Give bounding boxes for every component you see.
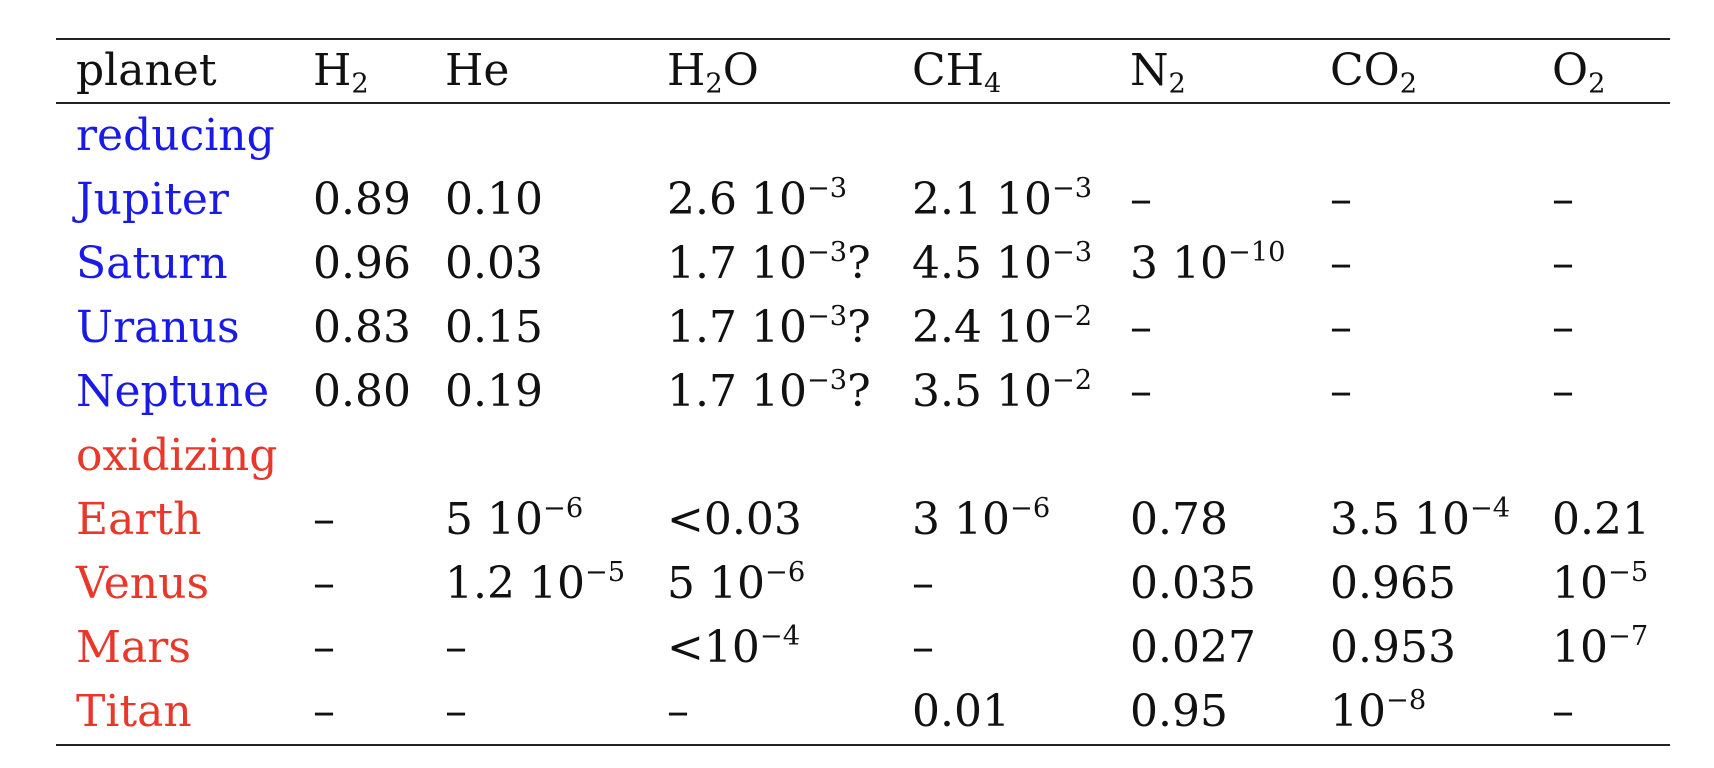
header-o2: O2 — [1552, 45, 1606, 100]
table-row: Venus – 1.2 10−5 5 10−6 – 0.035 0.965 10… — [56, 552, 1670, 616]
cell-h2o: <10−4 — [667, 621, 801, 673]
cell-ch4: 3.5 10−2 — [912, 365, 1093, 417]
group-row-oxidizing: oxidizing — [56, 424, 1670, 488]
cell-o2: – — [1552, 366, 1574, 417]
cell-co2: – — [1330, 174, 1352, 225]
cell-o2: 10−7 — [1552, 621, 1649, 673]
cell-n2: – — [1130, 366, 1152, 417]
table-row: Neptune 0.80 0.19 1.7 10−3? 3.5 10−2 – –… — [56, 360, 1670, 424]
cell-he: 0.10 — [445, 174, 543, 225]
cell-h2: 0.80 — [313, 366, 411, 417]
planet-name: Jupiter — [76, 174, 229, 225]
cell-o2: – — [1552, 302, 1574, 353]
cell-o2: – — [1552, 238, 1574, 289]
cell-he: 5 10−6 — [445, 493, 584, 545]
planet-name: Saturn — [76, 238, 228, 289]
cell-co2: 0.953 — [1330, 622, 1456, 673]
cell-ch4: – — [912, 622, 934, 673]
group-label-reducing: reducing — [76, 110, 275, 161]
composition-table: planet H2 He H2O CH4 N2 CO2 O2 reducing … — [56, 38, 1670, 746]
cell-h2: 0.96 — [313, 238, 411, 289]
cell-h2: – — [313, 558, 335, 609]
header-co2: CO2 — [1330, 45, 1418, 100]
cell-h2o: 2.6 10−3 — [667, 173, 848, 225]
cell-o2: 0.21 — [1552, 494, 1650, 545]
header-he: He — [445, 45, 510, 96]
cell-he: 1.2 10−5 — [445, 557, 626, 609]
header-h2o: H2O — [667, 45, 759, 100]
cell-he: 0.15 — [445, 302, 543, 353]
cell-n2: 0.95 — [1130, 686, 1228, 737]
header-ch4: CH4 — [912, 45, 1002, 100]
cell-h2o: 1.7 10−3? — [667, 301, 871, 353]
cell-o2: – — [1552, 686, 1574, 737]
cell-n2: 0.78 — [1130, 494, 1228, 545]
cell-ch4: 0.01 — [912, 686, 1010, 737]
header-planet: planet — [76, 45, 217, 96]
planet-name: Uranus — [76, 302, 240, 353]
cell-he: – — [445, 622, 467, 673]
header-n2: N2 — [1130, 45, 1186, 100]
top-rule — [56, 38, 1670, 40]
cell-co2: 10−8 — [1330, 685, 1427, 737]
planet-name: Titan — [76, 686, 192, 737]
cell-h2o: 1.7 10−3? — [667, 237, 871, 289]
cell-h2: 0.89 — [313, 174, 411, 225]
cell-h2: – — [313, 494, 335, 545]
cell-o2: – — [1552, 174, 1574, 225]
cell-co2: 0.965 — [1330, 558, 1456, 609]
cell-co2: – — [1330, 366, 1352, 417]
cell-co2: 3.5 10−4 — [1330, 493, 1511, 545]
cell-ch4: 2.4 10−2 — [912, 301, 1093, 353]
cell-h2: 0.83 — [313, 302, 411, 353]
cell-he: 0.03 — [445, 238, 543, 289]
table-row: Titan – – – 0.01 0.95 10−8 – — [56, 680, 1670, 744]
cell-n2: 3 10−10 — [1130, 237, 1286, 289]
cell-he: 0.19 — [445, 366, 543, 417]
table-row: Earth – 5 10−6 <0.03 3 10−6 0.78 3.5 10−… — [56, 488, 1670, 552]
cell-ch4: – — [912, 558, 934, 609]
group-row-reducing: reducing — [56, 104, 1670, 168]
cell-n2: 0.027 — [1130, 622, 1256, 673]
cell-ch4: 2.1 10−3 — [912, 173, 1093, 225]
bottom-rule — [56, 744, 1670, 746]
table-row: Uranus 0.83 0.15 1.7 10−3? 2.4 10−2 – – … — [56, 296, 1670, 360]
table-row: Jupiter 0.89 0.10 2.6 10−3 2.1 10−3 – – … — [56, 168, 1670, 232]
cell-ch4: 4.5 10−3 — [912, 237, 1093, 289]
cell-ch4: 3 10−6 — [912, 493, 1051, 545]
table-row: Mars – – <10−4 – 0.027 0.953 10−7 — [56, 616, 1670, 680]
cell-h2: – — [313, 622, 335, 673]
cell-n2: 0.035 — [1130, 558, 1256, 609]
header-rule — [56, 102, 1670, 104]
table-row: Saturn 0.96 0.03 1.7 10−3? 4.5 10−3 3 10… — [56, 232, 1670, 296]
planet-name: Mars — [76, 622, 191, 673]
cell-h2o: 5 10−6 — [667, 557, 806, 609]
cell-co2: – — [1330, 238, 1352, 289]
cell-h2o: 1.7 10−3? — [667, 365, 871, 417]
cell-he: – — [445, 686, 467, 737]
cell-n2: – — [1130, 302, 1152, 353]
group-label-oxidizing: oxidizing — [76, 430, 278, 481]
cell-n2: – — [1130, 174, 1152, 225]
cell-h2: – — [313, 686, 335, 737]
header-row: planet H2 He H2O CH4 N2 CO2 O2 — [56, 40, 1670, 102]
cell-o2: 10−5 — [1552, 557, 1649, 609]
header-h2: H2 — [313, 45, 369, 100]
planet-name: Neptune — [76, 366, 270, 417]
cell-h2o: – — [667, 686, 689, 737]
planet-name: Venus — [76, 558, 210, 609]
cell-co2: – — [1330, 302, 1352, 353]
cell-h2o: <0.03 — [667, 494, 802, 545]
planet-name: Earth — [76, 494, 202, 545]
